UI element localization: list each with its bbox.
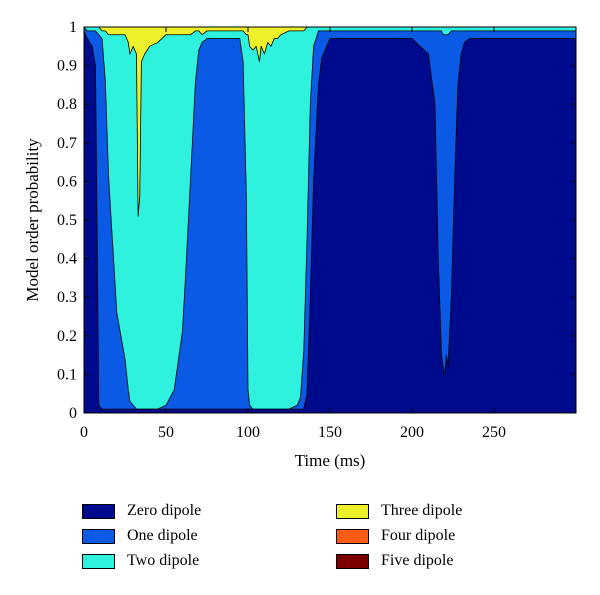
legend-label: Zero dipole [127,502,202,519]
x-tick-label: 250 [482,424,506,441]
x-tick-label: 100 [236,424,260,441]
y-tick-label: 0.6 [57,173,77,190]
legend-item-one-dipole: One dipole [82,525,198,547]
y-tick-label: 1 [69,19,77,36]
legend-label: Four dipole [381,527,456,544]
y-tick-label: 0.3 [57,289,77,306]
legend-item-three-dipole: Three dipole [336,500,462,522]
y-tick-label: 0.4 [57,251,77,268]
legend-swatch [82,528,115,544]
y-tick-label: 0.7 [57,135,77,152]
x-tick-label: 50 [158,424,174,441]
legend-swatch [336,528,369,544]
x-tick-label: 0 [80,424,88,441]
y-tick-label: 0.9 [57,58,77,75]
x-tick-label: 150 [318,424,342,441]
legend-label: Five dipole [381,552,454,569]
y-tick-label: 0.8 [57,96,77,113]
area-zero-dipole [83,30,577,414]
legend-label: Three dipole [381,502,463,519]
y-tick-label: 0.1 [57,366,77,383]
y-tick-label: 0.5 [57,212,77,229]
legend-item-five-dipole: Five dipole [336,550,453,572]
stacked-area-chart: 0 50 100 150 200 250 0 0.1 0.2 0.3 0.4 0.5 0.6 0.7 0.… [23,19,577,470]
legend-item-zero-dipole: Zero dipole [82,500,201,522]
legend-item-four-dipole: Four dipole [336,525,455,547]
x-axis: 0 50 100 150 200 250 [80,27,506,441]
y-tick-label: 0.2 [57,328,77,345]
legend-swatch [336,553,369,569]
y-axis-title: Model order probability [23,138,42,302]
legend: Zero dipole One dipole Two dipole Three … [82,500,552,580]
legend-label: Two dipole [127,552,200,569]
legend-item-two-dipole: Two dipole [82,550,199,572]
legend-swatch [336,503,369,519]
x-axis-title: Time (ms) [295,451,366,470]
y-tick-label: 0 [69,405,77,422]
legend-swatch [82,553,115,569]
area-layers [83,26,577,414]
legend-swatch [82,503,115,519]
x-tick-label: 200 [400,424,424,441]
legend-label: One dipole [127,527,198,544]
y-axis: 0 0.1 0.2 0.3 0.4 0.5 0.6 0.7 0.8 0.9 1 [57,19,576,422]
